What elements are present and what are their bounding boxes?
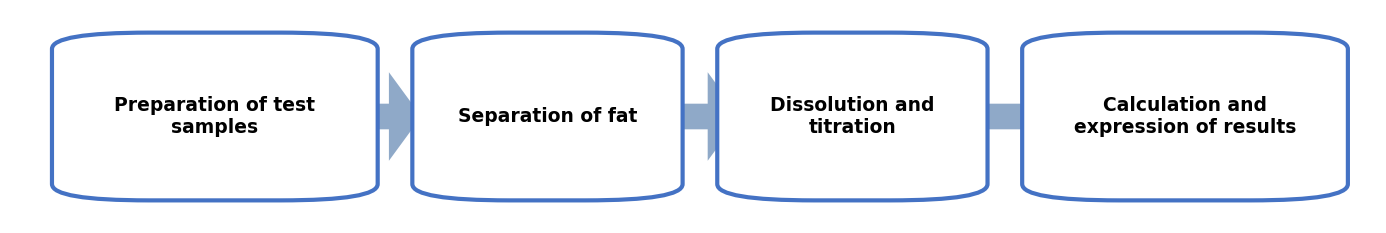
- Polygon shape: [987, 72, 1059, 161]
- FancyBboxPatch shape: [1023, 33, 1347, 200]
- Text: Preparation of test
samples: Preparation of test samples: [114, 96, 316, 137]
- Text: Separation of fat: Separation of fat: [457, 107, 638, 126]
- FancyBboxPatch shape: [718, 33, 987, 200]
- Polygon shape: [349, 72, 421, 161]
- Polygon shape: [668, 72, 740, 161]
- FancyBboxPatch shape: [413, 33, 682, 200]
- Text: Dissolution and
titration: Dissolution and titration: [771, 96, 934, 137]
- FancyBboxPatch shape: [53, 33, 377, 200]
- Text: Calculation and
expression of results: Calculation and expression of results: [1074, 96, 1296, 137]
